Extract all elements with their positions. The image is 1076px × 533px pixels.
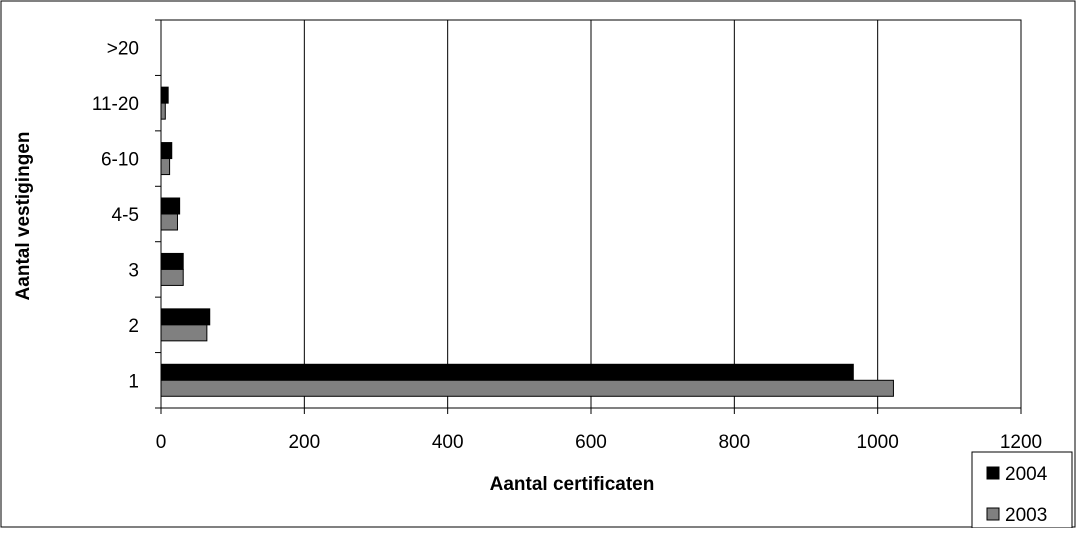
bar-2004-2 xyxy=(160,252,184,270)
bar-2003-1 xyxy=(160,324,208,342)
bar-2004-5 xyxy=(160,86,169,104)
bar-2003-0 xyxy=(160,379,894,397)
legend-label-2004: 2004 xyxy=(1005,464,1048,485)
y-tick-label-5: 11-20 xyxy=(92,94,139,115)
legend-label-2003: 2003 xyxy=(1005,505,1047,526)
y-tick-label-4: 6-10 xyxy=(101,150,139,171)
x-tick-label-3: 600 xyxy=(575,432,607,453)
x-tick-label-4: 800 xyxy=(718,432,750,453)
y-tick-label-6: >20 xyxy=(107,39,139,60)
bar-2003-2 xyxy=(160,268,184,286)
tick-labels: 0 200 400 600 800 1000 1200 1 2 3 4-5 6-10 11-20 >20 xyxy=(92,39,1042,453)
x-tick-label-0: 0 xyxy=(156,432,167,453)
y-tick-label-1: 2 xyxy=(128,316,139,337)
legend-swatch-2004 xyxy=(986,466,1000,480)
bar-2004-1 xyxy=(160,308,211,326)
bar-2003-3 xyxy=(160,213,178,231)
x-tick-label-1: 200 xyxy=(288,432,320,453)
x-axis-label: Aantal certificaten xyxy=(490,474,655,495)
y-tick-label-2: 3 xyxy=(128,260,139,281)
legend: 2004 2003 xyxy=(971,451,1073,529)
bar-2004-0 xyxy=(160,363,854,381)
legend-swatch-2003 xyxy=(986,507,1000,521)
x-tick-label-2: 400 xyxy=(432,432,464,453)
axes xyxy=(155,19,1022,414)
x-tick-label-5: 1000 xyxy=(857,432,899,453)
bar-2003-5 xyxy=(160,102,166,120)
y-axis-label: Aantal vestigingen xyxy=(13,132,34,301)
x-tick-label-6: 1200 xyxy=(1000,432,1042,453)
bar-2004-3 xyxy=(160,197,181,215)
bar-2003-4 xyxy=(160,158,171,176)
y-tick-label-0: 1 xyxy=(128,371,139,392)
y-tick-label-3: 4-5 xyxy=(112,205,139,226)
bar-2004-4 xyxy=(160,142,173,160)
